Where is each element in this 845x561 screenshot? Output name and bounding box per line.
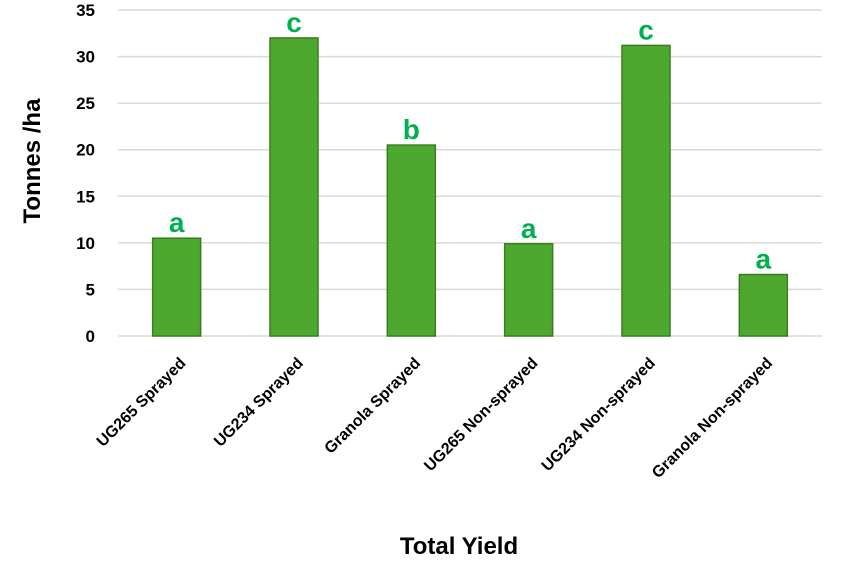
x-tick-label: UG234 Sprayed	[211, 355, 307, 451]
significance-letter: a	[169, 207, 185, 238]
bar	[738, 273, 789, 337]
bar	[151, 237, 202, 337]
bars	[151, 37, 789, 337]
x-tick-label: Granola Non-sprayed	[649, 355, 776, 482]
x-tick-label: UG265 Non-sprayed	[421, 355, 541, 475]
significance-letter: a	[756, 244, 772, 275]
x-tick-label: UG265 Sprayed	[94, 355, 190, 451]
bar	[386, 144, 437, 337]
significance-letter: c	[638, 14, 654, 45]
significance-letter: b	[403, 114, 420, 145]
significance-letter: c	[286, 7, 302, 38]
x-axis-ticks: UG265 Sprayed UG234 Sprayed Granola Spraye…	[94, 355, 776, 482]
bar	[269, 37, 319, 337]
significance-letters: a c b a c a	[169, 7, 772, 275]
y-tick-label: 30	[76, 48, 95, 67]
y-tick-label: 0	[86, 327, 95, 346]
significance-letter: a	[521, 213, 537, 244]
y-tick-label: 15	[76, 187, 95, 206]
y-axis-ticks: 0 5 10 15 20 25 30 35	[76, 1, 95, 346]
x-tick-label: Granola Sprayed	[322, 355, 425, 458]
y-tick-label: 5	[86, 280, 95, 299]
y-tick-label: 35	[76, 1, 95, 20]
x-tick-label: UG234 Non-sprayed	[539, 355, 659, 475]
x-axis-title: Total Yield	[400, 533, 518, 560]
y-tick-label: 25	[76, 94, 95, 113]
y-tick-label: 10	[76, 234, 95, 253]
bar	[503, 243, 554, 337]
y-tick-label: 20	[76, 141, 95, 160]
gridlines	[118, 9, 822, 337]
bar	[621, 44, 671, 337]
y-axis-title: Tonnes /ha	[19, 98, 46, 224]
